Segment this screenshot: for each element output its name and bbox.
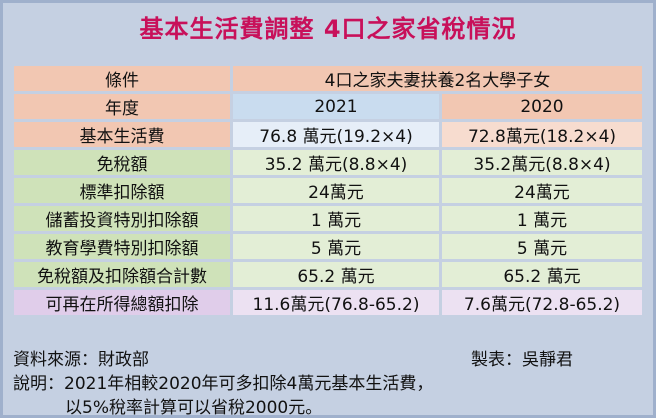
value-cell: 1 萬元 xyxy=(233,206,439,231)
data-row: 免稅額及扣除額合計數 65.2 萬元 65.2 萬元 xyxy=(14,262,642,287)
value-cell: 24萬元 xyxy=(233,178,439,203)
value-cell: 65.2 萬元 xyxy=(442,262,642,287)
data-row: 標準扣除額 24萬元 24萬元 xyxy=(14,178,642,203)
row-label: 可再在所得總額扣除 xyxy=(14,290,230,315)
value-cell: 35.2萬元(8.8×4) xyxy=(442,150,642,175)
value-cell: 65.2 萬元 xyxy=(233,262,439,287)
note: 說明：2021年相較2020年可多扣除4萬元基本生活費， xyxy=(13,374,434,394)
value-cell: 7.6萬元(72.8-65.2) xyxy=(442,290,642,315)
row-label: 儲蓄投資特別扣除額 xyxy=(14,206,230,231)
row-label: 標準扣除額 xyxy=(14,178,230,203)
year-cell: 2021 xyxy=(233,94,439,119)
value-cell: 11.6萬元(76.8-65.2) xyxy=(233,290,439,315)
row-label: 基本生活費 xyxy=(14,122,230,147)
row-label: 教育學費特別扣除額 xyxy=(14,234,230,259)
header-cell: 4口之家夫妻扶養2名大學子女 xyxy=(233,66,642,91)
source: 資料來源：財政部 xyxy=(13,350,149,370)
year-row: 年度 2021 2020 xyxy=(14,94,642,119)
value-cell: 35.2 萬元(8.8×4) xyxy=(233,150,439,175)
data-row: 可再在所得總額扣除 11.6萬元(76.8-65.2) 7.6萬元(72.8-65.… xyxy=(14,290,642,315)
value-cell: 24萬元 xyxy=(442,178,642,203)
row-label: 免稅額及扣除額合計數 xyxy=(14,262,230,287)
header-cell: 條件 xyxy=(14,66,230,91)
value-cell: 72.8萬元(18.2×4) xyxy=(442,122,642,147)
value-cell: 1 萬元 xyxy=(442,206,642,231)
value-cell: 76.8 萬元(19.2×4) xyxy=(233,122,439,147)
year-cell: 2020 xyxy=(442,94,642,119)
author: 製表：吳靜君 xyxy=(471,350,573,370)
data-row: 儲蓄投資特別扣除額 1 萬元 1 萬元 xyxy=(14,206,642,231)
data-row: 教育學費特別扣除額 5 萬元 5 萬元 xyxy=(14,234,642,259)
tax-table: 條件 4口之家夫妻扶養2名大學子女 年度 2021 2020 基本生活費 76.8… xyxy=(11,63,645,318)
note: 以5%稅率計算可以省稅2000元。 xyxy=(65,398,323,418)
data-row: 免稅額 35.2 萬元(8.8×4) 35.2萬元(8.8×4) xyxy=(14,150,642,175)
year-cell: 年度 xyxy=(14,94,230,119)
value-cell: 5 萬元 xyxy=(233,234,439,259)
header-row: 條件 4口之家夫妻扶養2名大學子女 xyxy=(14,66,642,91)
value-cell: 5 萬元 xyxy=(442,234,642,259)
data-row: 基本生活費 76.8 萬元(19.2×4) 72.8萬元(18.2×4) xyxy=(14,122,642,147)
title: 基本生活費調整 4口之家省稅情況 xyxy=(139,15,517,43)
row-label: 免稅額 xyxy=(14,150,230,175)
